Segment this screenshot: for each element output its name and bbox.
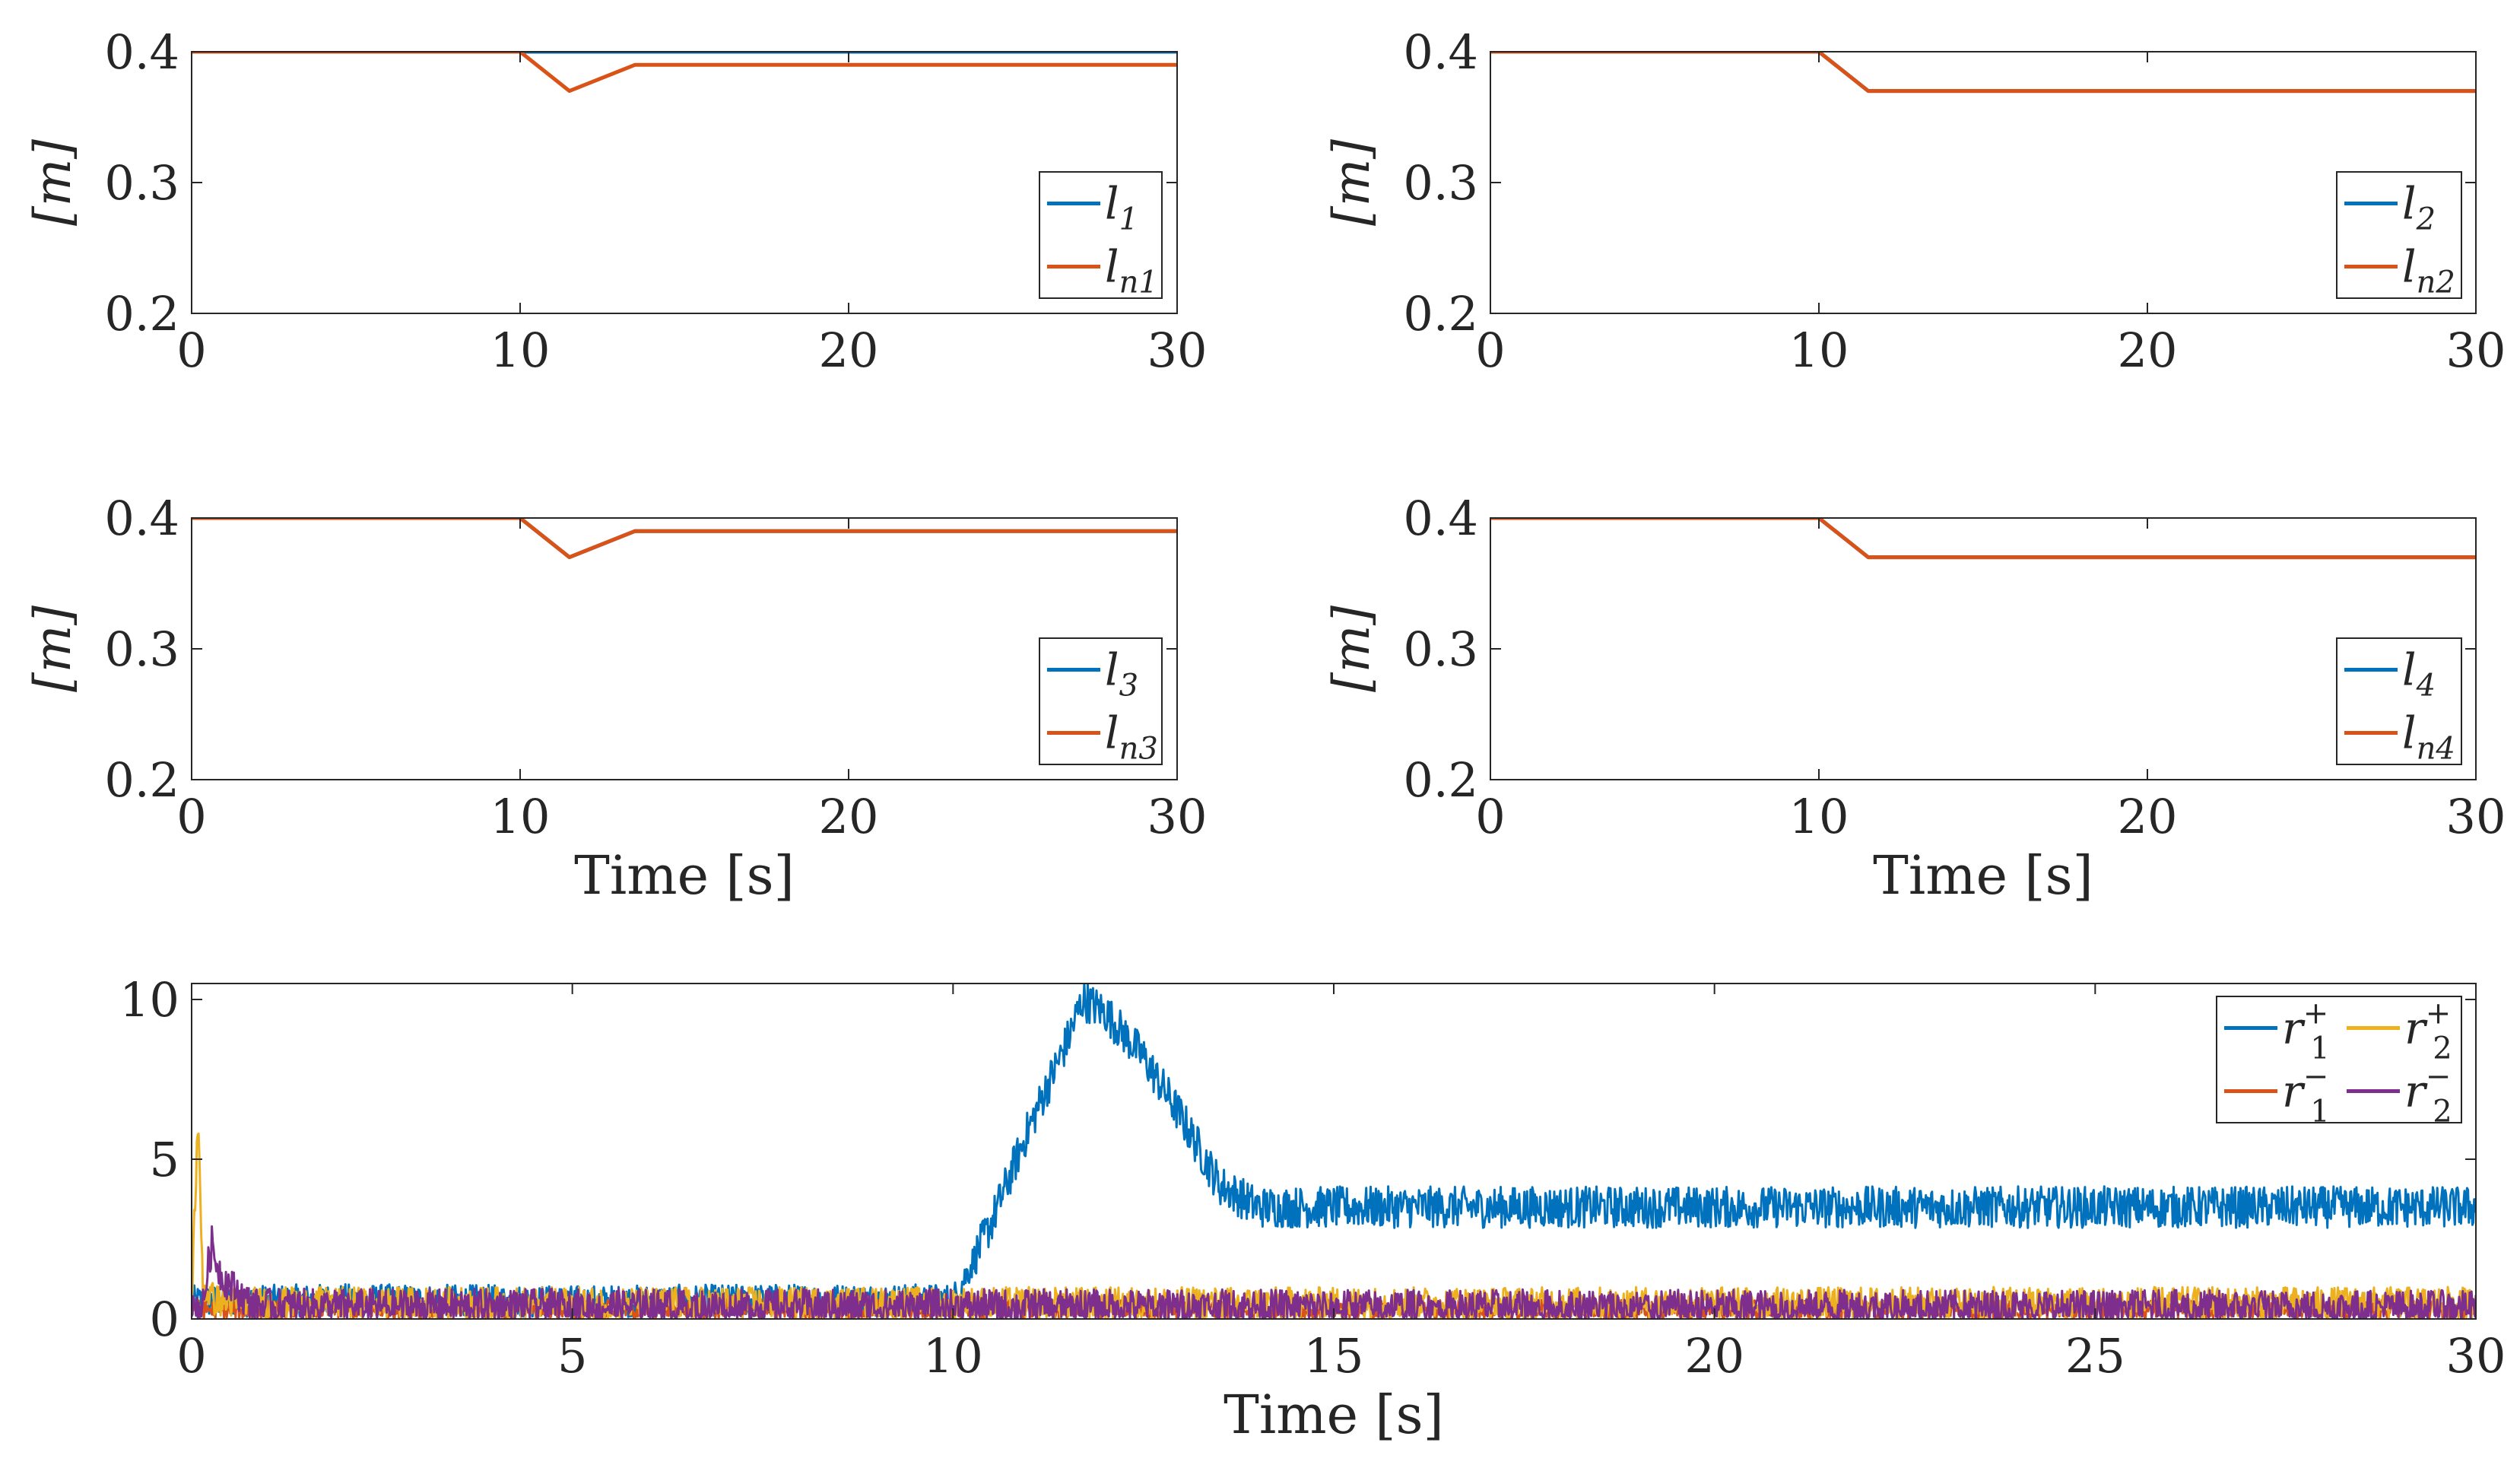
legend-box xyxy=(1039,171,1163,299)
legend-label-r1+: r+ 1 xyxy=(2282,996,2330,1066)
x-tick-label: 5 xyxy=(557,1328,587,1384)
y-tick-label: 0.4 xyxy=(1403,491,1478,546)
tick-group-1: 0 10 20 30 0.2 0.3 0.4 xyxy=(104,24,1207,378)
legend-box xyxy=(2216,996,2462,1123)
x-axis-label-4: Time [s] xyxy=(1873,844,2093,907)
x-tick-label: 10 xyxy=(490,789,551,844)
legend-label-ln1: ln1 xyxy=(1105,241,1158,300)
series-line-ln3 xyxy=(192,518,1177,560)
x-tick-label: 0 xyxy=(176,1328,206,1384)
x-tick-label: 0 xyxy=(1475,323,1505,378)
x-axis-label-3: Time [s] xyxy=(574,844,795,907)
series-line-ln1 xyxy=(192,52,1177,94)
x-tick-label: 20 xyxy=(819,789,879,844)
legend-label-l1: l1 xyxy=(1105,178,1138,237)
y-tick-label: 0.3 xyxy=(104,155,179,211)
x-tick-label: 10 xyxy=(1789,789,1849,844)
plot-area-3 xyxy=(192,518,1177,560)
legend-label-r2-: r− 2 xyxy=(2404,1060,2452,1130)
plot-area-1 xyxy=(192,52,1177,94)
x-tick-label: 25 xyxy=(2065,1328,2125,1384)
legend-label-r2+: r+ 2 xyxy=(2404,996,2452,1066)
tick-group-5: 0 5 10 15 20 25 30 0 5 10 xyxy=(119,972,2506,1384)
legend-label-l3: l3 xyxy=(1105,644,1138,704)
plot-area-2 xyxy=(1490,52,2476,94)
y-tick-label: 5 xyxy=(150,1132,179,1187)
axes-frame-5 xyxy=(191,983,2477,1320)
series-line-l4 xyxy=(1490,518,2476,560)
y-axis-label-3: [m] xyxy=(24,605,82,692)
x-tick-label: 0 xyxy=(1475,789,1505,844)
legend-label-ln4: ln4 xyxy=(2402,707,2455,767)
tick-group-3: 0 10 20 30 0.2 0.3 0.4 xyxy=(104,491,1207,844)
x-tick-label: 30 xyxy=(1147,789,1208,844)
y-tick-label: 0.4 xyxy=(104,491,179,546)
legend-label-l2: l2 xyxy=(2402,178,2436,237)
legend-box xyxy=(2336,171,2462,299)
x-tick-label: 10 xyxy=(923,1328,983,1384)
x-tick-label: 30 xyxy=(1147,323,1208,378)
series-line-r1+ xyxy=(192,984,2476,1318)
y-tick-label: 10 xyxy=(119,972,179,1028)
axes-frame-3 xyxy=(191,517,1178,780)
y-axis-label-2: [m] xyxy=(1322,139,1381,226)
x-tick-label: 30 xyxy=(2446,1328,2506,1384)
series-line-l2 xyxy=(1490,52,2476,94)
x-tick-label: 10 xyxy=(490,323,551,378)
x-tick-label: 20 xyxy=(819,323,879,378)
y-axis-label-4: [m] xyxy=(1322,605,1381,692)
tick-group-4: 0 10 20 30 0.2 0.3 0.4 xyxy=(1403,491,2506,844)
x-tick-label: 10 xyxy=(1789,323,1849,378)
y-tick-label: 0.4 xyxy=(104,24,179,80)
series-line-ln4 xyxy=(1490,518,2476,560)
y-tick-label: 0.4 xyxy=(1403,24,1478,80)
plot-area-4 xyxy=(1490,518,2476,560)
panel-5: 0 5 10 15 20 25 30 0 5 10 Time [s] r+ 1r− 1 r+ 2r− 2 xyxy=(119,972,2506,1446)
tick-group-2: 0 10 20 30 0.2 0.3 0.4 xyxy=(1403,24,2506,378)
x-tick-label: 0 xyxy=(176,789,206,844)
y-tick-label: 0.3 xyxy=(1403,155,1478,211)
x-tick-label: 0 xyxy=(176,323,206,378)
y-tick-label: 0 xyxy=(150,1292,179,1347)
legend-label-ln2: ln2 xyxy=(2402,241,2455,300)
legend-label-ln3: ln3 xyxy=(1105,707,1158,767)
x-tick-label: 15 xyxy=(1304,1328,1364,1384)
series-line-l3 xyxy=(192,518,1177,560)
y-tick-label: 0.3 xyxy=(1403,621,1478,677)
y-tick-label: 0.2 xyxy=(104,286,179,342)
legend-box xyxy=(2336,637,2462,765)
y-axis-label-1: [m] xyxy=(24,139,82,226)
y-tick-label: 0.2 xyxy=(104,752,179,808)
y-tick-label: 0.3 xyxy=(104,621,179,677)
legend-box xyxy=(1039,637,1163,765)
x-tick-label: 20 xyxy=(2118,789,2178,844)
x-tick-label: 30 xyxy=(2446,323,2506,378)
legend-label-r1-: r− 1 xyxy=(2282,1060,2330,1130)
legend-label-l4: l4 xyxy=(2402,644,2436,704)
plot-area-5 xyxy=(192,984,2476,1319)
x-tick-label: 30 xyxy=(2446,789,2506,844)
axes-frame-1 xyxy=(191,51,1178,314)
legend-5: r+ 1r− 1 r+ 2r− 2 xyxy=(2216,996,2462,1130)
y-tick-label: 0.2 xyxy=(1403,286,1478,342)
x-tick-label: 20 xyxy=(1684,1328,1744,1384)
x-tick-label: 20 xyxy=(2118,323,2178,378)
y-tick-label: 0.2 xyxy=(1403,752,1478,808)
series-line-ln2 xyxy=(1490,52,2476,94)
x-axis-label-5: Time [s] xyxy=(1224,1384,1444,1446)
